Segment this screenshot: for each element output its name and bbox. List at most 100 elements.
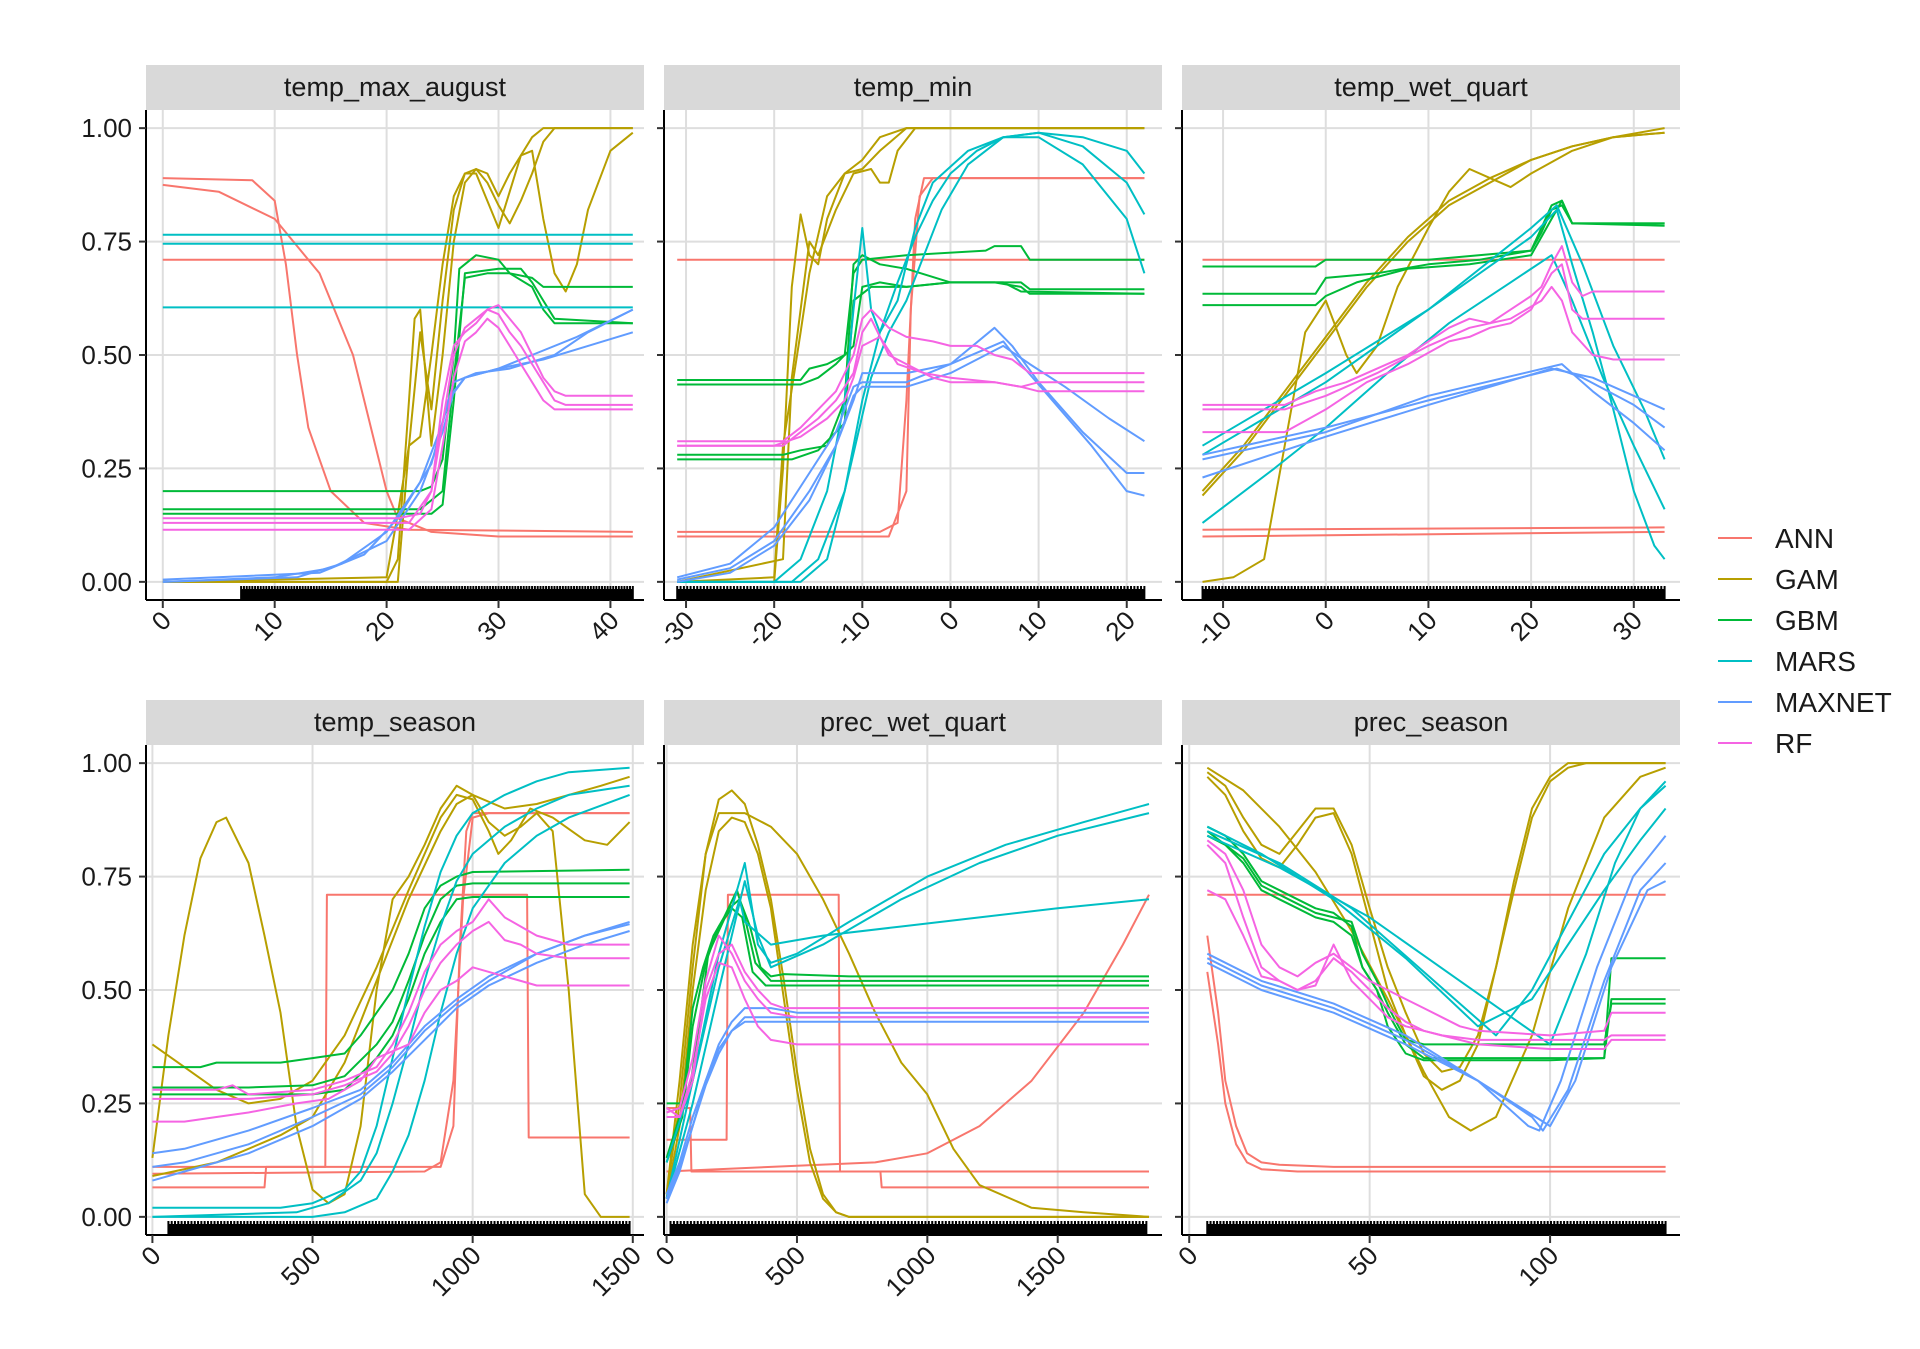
rug-marks xyxy=(669,1221,1148,1235)
series-line-mars xyxy=(1201,208,1666,560)
x-tick-label: 30 xyxy=(1606,605,1648,647)
y-tick-label: 0.25 xyxy=(81,1088,132,1118)
series-line-rf xyxy=(677,308,1145,443)
series-line-mars xyxy=(1206,785,1667,1046)
x-tick-label: 1000 xyxy=(425,1240,487,1302)
x-tick-label: 0 xyxy=(1172,1240,1203,1271)
x-tick-label: 1000 xyxy=(879,1240,941,1302)
y-tick-label: 0.75 xyxy=(81,862,132,892)
legend-label: ANN xyxy=(1775,523,1834,554)
legend-label: MAXNET xyxy=(1775,687,1892,718)
legend: ANN GAM GBM MARS MAXNET RF xyxy=(1718,523,1892,759)
series-line-gbm xyxy=(677,245,1145,381)
series-line-maxnet xyxy=(152,930,630,1182)
series-line-ann xyxy=(666,894,1150,1173)
series-line-maxnet xyxy=(676,326,1145,581)
facet-strip xyxy=(1182,700,1680,745)
series-line-gam xyxy=(676,127,1145,583)
series-line-gam xyxy=(1202,127,1665,583)
rug-marks xyxy=(676,586,1146,600)
series-line-rf xyxy=(152,898,630,1096)
facet-title: prec_wet_quart xyxy=(820,707,1007,737)
legend-label: GAM xyxy=(1775,564,1839,595)
y-tick-label: 0.25 xyxy=(81,453,132,483)
rug-band xyxy=(677,589,1145,600)
x-tick-label: -10 xyxy=(829,605,877,653)
rug-band xyxy=(241,589,633,600)
series-line-mars xyxy=(1201,204,1666,460)
legend-label: GBM xyxy=(1775,605,1839,636)
rug-marks xyxy=(167,1221,631,1235)
series-line-maxnet xyxy=(1202,367,1666,456)
x-tick-label: 20 xyxy=(359,605,401,647)
x-tick-label: -20 xyxy=(741,605,789,653)
x-tick-label: 0 xyxy=(933,605,964,636)
series-line-maxnet xyxy=(1202,363,1666,461)
series-line-mars xyxy=(1201,254,1666,524)
series-line-gam xyxy=(665,812,1150,1218)
series-line-mars xyxy=(665,812,1150,1199)
series-line-gam xyxy=(665,816,1149,1218)
series-line-ann xyxy=(152,812,630,1189)
x-tick-label: -10 xyxy=(1190,605,1238,653)
rug-marks xyxy=(1201,586,1666,600)
series-line-rf xyxy=(162,308,633,524)
series-line-mars xyxy=(152,793,630,1218)
series-line-maxnet xyxy=(1206,862,1667,1132)
facet-title: temp_wet_quart xyxy=(1334,72,1528,102)
x-tick-label: 20 xyxy=(1099,605,1141,647)
facet-strip xyxy=(664,700,1162,745)
series-line-mars xyxy=(665,898,1150,1199)
series-line-gbm xyxy=(162,267,633,515)
rug-marks xyxy=(1206,1221,1667,1235)
series-line-gam xyxy=(677,127,1145,583)
rug-marks xyxy=(240,586,634,600)
series-line-ann xyxy=(1202,526,1665,531)
y-tick-label: 0.00 xyxy=(81,1202,132,1232)
facet-panel-temp_wet_quart: temp_wet_quart -10 0 10 20 30 xyxy=(1175,65,1680,653)
series-line-gam xyxy=(1201,131,1665,497)
series-line-rf xyxy=(1202,263,1665,434)
rug-band xyxy=(1202,589,1665,600)
rug-band xyxy=(1207,1224,1666,1235)
series-line-mars xyxy=(677,136,1146,583)
x-tick-label: 20 xyxy=(1504,605,1546,647)
series-line-mars xyxy=(677,131,1146,583)
x-tick-label: 0 xyxy=(1309,605,1340,636)
x-tick-label: 50 xyxy=(1342,1240,1384,1282)
y-tick-label: 0.00 xyxy=(81,567,132,597)
facet-strip xyxy=(146,700,644,745)
series-line-gam xyxy=(162,131,634,583)
series-line-rf xyxy=(162,304,633,520)
series-line-ann xyxy=(162,177,633,533)
x-tick-label: 500 xyxy=(275,1240,327,1292)
series-line-gbm xyxy=(1202,199,1665,268)
series-line-rf xyxy=(1206,844,1666,1041)
series-line-ann xyxy=(666,893,1149,1173)
series-line-gam xyxy=(1206,762,1666,1073)
rug-band xyxy=(168,1224,630,1235)
series-line-rf xyxy=(152,966,630,1123)
series-line-gbm xyxy=(1202,199,1665,307)
series-line-rf xyxy=(666,934,1149,1114)
series-line-gbm xyxy=(152,868,630,1069)
series-line-ann xyxy=(152,812,630,1175)
facet-panel-temp_min: temp_min -30 -20 -10 0 10 20 xyxy=(652,65,1162,653)
series-line-gbm xyxy=(162,254,633,493)
x-tick-label: -30 xyxy=(652,605,700,653)
legend-label: RF xyxy=(1775,728,1812,759)
x-tick-label: 0 xyxy=(135,1240,166,1271)
x-tick-label: 1500 xyxy=(1010,1240,1072,1302)
y-tick-label: 0.50 xyxy=(81,975,132,1005)
series-line-rf xyxy=(1202,245,1665,406)
series-line-maxnet xyxy=(152,923,630,1168)
facet-strip xyxy=(664,65,1162,110)
series-line-mars xyxy=(1206,780,1667,1037)
x-tick-label: 40 xyxy=(583,605,625,647)
series-line-rf xyxy=(666,943,1149,1118)
series-line-gbm xyxy=(677,281,1145,386)
series-line-gam xyxy=(665,789,1149,1218)
series-line-gbm xyxy=(1206,830,1666,1060)
series-line-gbm xyxy=(665,907,1149,1163)
